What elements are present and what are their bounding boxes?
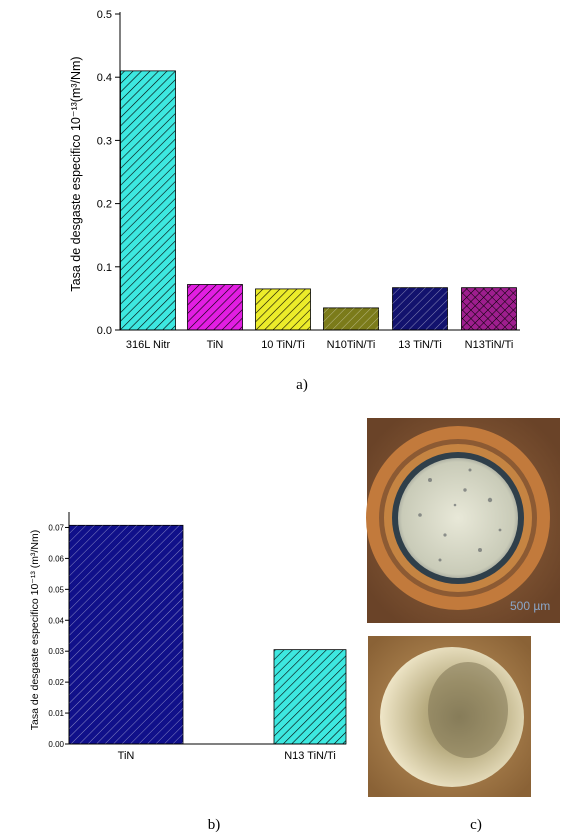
micrograph-top: 500 µm <box>366 418 560 623</box>
y-tick-label-a: 0.2 <box>97 199 112 211</box>
chart-b: 0.00 0.01 0.02 0.03 0.04 0.05 0.06 0.07 TiN N13 … <box>29 512 347 833</box>
bar-b-hatch-0 <box>69 525 183 744</box>
bar-a-hatch-0 <box>120 70 176 330</box>
bar-a-hatch-4 <box>392 287 448 330</box>
y-ticks-a: 0.0 0.1 0.2 0.3 0.4 0.5 <box>97 9 120 337</box>
bar-a-hatch-1 <box>187 284 243 330</box>
panel-label-c: c) <box>470 817 482 833</box>
y-tick-label-b: 0.04 <box>48 616 64 625</box>
x-tick-label-b: TiN <box>118 750 135 762</box>
bar-a-hatch-5 <box>461 287 517 330</box>
x-tick-label-a: 10 TiN/Ti <box>261 339 305 351</box>
y-axis-label-b: Tasa de desgaste especifico 10⁻¹³ (m³/Nm… <box>29 530 41 730</box>
x-tick-label-a: 316L Nitr <box>126 339 171 351</box>
x-tick-label-b: N13 TiN/Ti <box>284 750 336 762</box>
y-tick-label-a: 0.0 <box>97 325 112 337</box>
axes-a <box>119 12 520 331</box>
bar-b-hatch-1 <box>274 649 346 744</box>
micrograph-bottom <box>368 636 531 797</box>
x-tick-label-a: TiN <box>207 339 224 351</box>
axes-b <box>68 512 346 745</box>
bar-a-hatch-2 <box>255 288 311 330</box>
scale-bar-label: 500 µm <box>510 599 550 613</box>
chart-a: 0.0 0.1 0.2 0.3 0.4 0.5 316L Nitr TiN 10 TiN/Ti… <box>69 9 520 393</box>
y-axis-label-a: Tasa de desgaste especifico 10⁻¹³(m³/Nm) <box>69 56 83 291</box>
x-tick-label-a: 13 TiN/Ti <box>398 339 442 351</box>
x-tick-label-a: N10TiN/Ti <box>327 339 376 351</box>
x-ticks-a: 316L Nitr TiN 10 TiN/Ti N10TiN/Ti 13 TiN/Ti N… <box>126 339 513 351</box>
panel-label-b: b) <box>208 817 221 833</box>
y-tick-label-b: 0.03 <box>48 647 64 656</box>
y-tick-label-b: 0.07 <box>48 523 64 532</box>
y-tick-label-a: 0.3 <box>97 135 112 147</box>
y-tick-label-a: 0.5 <box>97 9 112 21</box>
y-tick-label-a: 0.4 <box>97 72 112 84</box>
x-tick-label-a: N13TiN/Ti <box>465 339 514 351</box>
y-tick-label-a: 0.1 <box>97 262 112 274</box>
bar-a-hatch-3 <box>323 307 379 330</box>
y-tick-label-b: 0.05 <box>48 585 64 594</box>
panel-label-a: a) <box>296 377 308 393</box>
y-tick-label-b: 0.01 <box>48 709 64 718</box>
y-tick-label-b: 0.02 <box>48 678 64 687</box>
bars-a <box>120 70 517 331</box>
bars-b <box>68 524 347 745</box>
y-tick-label-b: 0.00 <box>48 740 64 749</box>
x-ticks-b: TiN N13 TiN/Ti <box>118 750 336 762</box>
y-ticks-b: 0.00 0.01 0.02 0.03 0.04 0.05 0.06 0.07 <box>48 523 69 749</box>
y-tick-label-b: 0.06 <box>48 554 64 563</box>
